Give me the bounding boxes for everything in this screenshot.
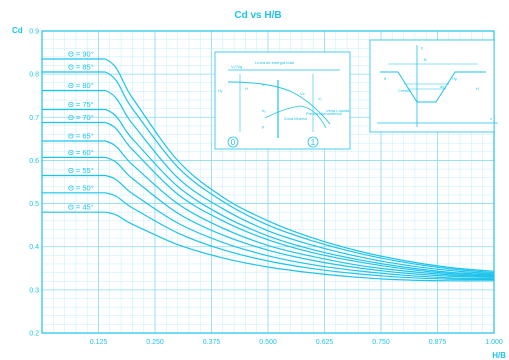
series-line-2 (42, 71, 495, 274)
label-energy-line: Línea de energía total (255, 60, 294, 65)
symbol-x: x (490, 116, 492, 121)
series-line-10 (42, 211, 495, 282)
legend-label-10: Θ = 45° (68, 203, 94, 212)
legend-label-7: Θ = 60° (68, 148, 94, 157)
series-line-4 (42, 108, 495, 276)
symbol-H-section: H (476, 86, 479, 91)
symbol-v0: V₀²/2g (231, 64, 242, 69)
series-line-6 (42, 140, 495, 278)
symbol-p: p (262, 124, 265, 129)
symbol-y: y (421, 45, 423, 50)
x-tick-label: 0.875 (429, 339, 447, 346)
x-tick-label: 0.750 (372, 339, 390, 346)
y-tick-label: 0.5 (29, 201, 39, 208)
x-tick-label: 0.375 (203, 339, 221, 346)
series-line-7 (42, 156, 495, 278)
section-1-marker (307, 136, 319, 148)
legend-label-9: Θ = 50° (68, 183, 94, 192)
section-0-label: 0 (231, 138, 236, 147)
label-zona-muerta: Zona Muerta (284, 116, 307, 121)
x-tick-label: 0.500 (259, 339, 277, 346)
symbol-vc: Vc (300, 91, 305, 96)
symbol-H: H (245, 86, 248, 91)
nappe-upper-line (227, 81, 331, 125)
legend: Θ = 90° Θ = 85° Θ = 80° Θ = 75° Θ = 70° Θ = 6… (68, 50, 94, 212)
section-1-label: 1 (311, 138, 316, 147)
notch-outline (380, 71, 486, 103)
y-tick-label: 0.8 (29, 72, 39, 79)
chart-title: Cd vs H/B (234, 10, 281, 21)
y-tick-label: 0.6 (29, 158, 39, 165)
symbol-Hy: Hy (452, 76, 457, 81)
inset-section-frame (369, 39, 495, 133)
legend-label-4: Θ = 75° (68, 100, 94, 109)
inset-flow-profile: Línea de energía total Vena Líquida Pres… (214, 51, 351, 150)
series-line-1 (42, 58, 495, 272)
inset-flow-frame (214, 51, 351, 150)
symbol-ho: hₒ (262, 108, 266, 113)
series-line-9 (42, 192, 495, 281)
legend-label-6: Θ = 65° (68, 132, 94, 141)
legend-label-3: Θ = 80° (68, 81, 94, 90)
y-axis-label: Cd (12, 26, 23, 35)
label-presion: Presión Atmosférica (306, 111, 342, 116)
section-0-marker (227, 136, 239, 148)
legend-label-8: Θ = 55° (68, 166, 94, 175)
plot-area-frame (41, 30, 495, 334)
x-tick-labels: 0.125 0.250 0.375 0.500 0.625 0.750 0.875 1.000 (90, 339, 503, 346)
y-tick-label: 0.9 (29, 29, 39, 36)
legend-label-1: Θ = 90° (68, 50, 94, 59)
x-tick-label: 0.250 (146, 339, 164, 346)
symbol-h: h (262, 82, 264, 87)
y-tick-label: 0.7 (29, 115, 39, 122)
x-axis-label: H/B (492, 351, 506, 360)
y-tick-label: 0.3 (29, 287, 39, 294)
y-tick-label: 0.4 (29, 244, 39, 251)
legend-label-2: Θ = 85° (68, 62, 94, 71)
series-lines (42, 58, 495, 282)
y-tick-labels: 0.2 0.3 0.4 0.5 0.6 0.7 0.8 0.9 (29, 29, 39, 338)
series-line-3 (42, 89, 495, 275)
x-tick-label: 0.625 (316, 339, 334, 346)
x-tick-label: 0.125 (90, 339, 108, 346)
symbol-dy: dy (440, 84, 444, 89)
nappe-lower-line (264, 105, 327, 129)
legend-label-5: Θ = 70° (68, 113, 94, 122)
label-cresta: Cresta (398, 88, 411, 93)
series-line-5 (42, 121, 495, 277)
symbol-He: Hₑ (218, 88, 223, 93)
symbol-v1: V₁ (318, 96, 323, 101)
series-line-8 (42, 174, 495, 280)
inset-cross-section: y x B dy Hy θ H Cresta (369, 39, 498, 133)
symbol-theta: θ (384, 76, 387, 81)
symbol-B: B (424, 57, 427, 62)
x-tick-label: 1.000 (485, 339, 503, 346)
y-tick-label: 0.2 (29, 331, 39, 338)
label-vena-liquida: Vena Líquida (326, 108, 350, 113)
